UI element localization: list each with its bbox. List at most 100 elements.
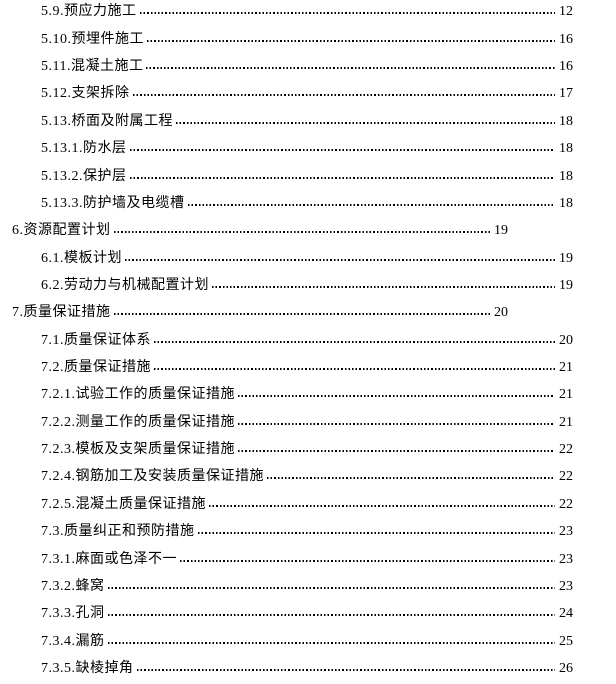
toc-entry[interactable]: 5.10.预埋件施工 16 (41, 28, 573, 55)
toc-entry[interactable]: 5.9.预应力施工 12 (41, 1, 573, 28)
toc-entry-label: 5.11.混凝土施工 (41, 59, 144, 75)
toc-entry-page: 22 (559, 496, 573, 512)
toc-entry[interactable]: 6.1.模板计划 19 (41, 247, 573, 274)
dot-leader (212, 285, 555, 288)
toc-entry-label: 7.2.1.试验工作的质量保证措施 (41, 387, 235, 403)
toc-entry[interactable]: 5.11.混凝土施工 16 (41, 56, 573, 83)
dot-leader (107, 641, 555, 644)
toc-entry[interactable]: 7.3.4.漏筋 25 (41, 630, 573, 657)
toc-entry-label: 7.3.1.麻面或色泽不一 (41, 551, 177, 567)
toc-entry-page: 12 (559, 4, 573, 20)
toc-entry-label: 7.3.4.漏筋 (41, 633, 105, 649)
toc-entry-page: 16 (559, 59, 573, 75)
toc-entry-label: 6.1.模板计划 (41, 250, 122, 266)
dot-leader (113, 231, 490, 234)
toc-entry[interactable]: 5.12.支架拆除 17 (41, 83, 573, 110)
toc-entry[interactable]: 7.2.1.试验工作的质量保证措施 21 (41, 384, 573, 411)
toc-entry-label: 7.2.5.混凝土质量保证措施 (41, 496, 206, 512)
toc-entry-label: 5.10.预埋件施工 (41, 31, 144, 47)
toc-entry[interactable]: 7.1.质量保证体系 20 (41, 329, 573, 356)
toc-entry-page: 21 (559, 360, 573, 376)
toc-entry-page: 26 (559, 660, 573, 676)
toc-entry[interactable]: 7.3.1.麻面或色泽不一 23 (41, 548, 573, 575)
toc-entry-label: 6.资源配置计划 (12, 223, 111, 239)
dot-leader (129, 149, 555, 152)
toc-entry-page: 24 (559, 606, 573, 622)
toc-entry[interactable]: 7.3.2.蜂窝 23 (41, 576, 573, 603)
dot-leader (154, 340, 555, 343)
toc-entry-label: 7.质量保证措施 (12, 305, 111, 321)
dot-leader (113, 313, 490, 316)
toc-entry-label: 5.13.1.防水层 (41, 141, 127, 157)
toc-entry-label: 5.13.桥面及附属工程 (41, 113, 173, 129)
toc-entry[interactable]: 7.质量保证措施 20 (12, 302, 508, 329)
dot-leader (176, 121, 555, 124)
toc-entry-page: 16 (559, 31, 573, 47)
toc-entry-label: 7.2.质量保证措施 (41, 360, 151, 376)
toc-entry-page: 17 (559, 86, 573, 102)
dot-leader (107, 586, 555, 589)
toc-entry[interactable]: 6.资源配置计划 19 (12, 220, 508, 247)
dot-leader (209, 504, 555, 507)
dot-leader (187, 203, 555, 206)
toc-entry-page: 19 (559, 250, 573, 266)
toc-entry-page: 23 (559, 524, 573, 540)
toc-entry[interactable]: 7.2.2.测量工作的质量保证措施 21 (41, 411, 573, 438)
toc-entry[interactable]: 5.13.1.防水层 18 (41, 138, 573, 165)
toc-entry-label: 7.2.4.钢筋加工及安装质量保证措施 (41, 469, 264, 485)
toc-entry-page: 22 (559, 442, 573, 458)
toc-entry[interactable]: 7.2.5.混凝土质量保证措施 22 (41, 493, 573, 520)
toc-entry-label: 5.13.2.保护层 (41, 168, 127, 184)
toc-entry[interactable]: 7.2.质量保证措施 21 (41, 357, 573, 384)
toc-entry-page: 21 (559, 387, 573, 403)
dot-leader (154, 368, 555, 371)
toc-entry-label: 7.3.质量纠正和预防措施 (41, 524, 195, 540)
toc-entry-page: 20 (494, 305, 508, 321)
toc-entry-page: 25 (559, 633, 573, 649)
dot-leader (139, 12, 555, 15)
dot-leader (197, 532, 555, 535)
toc-entry-label: 7.2.3.模板及支架质量保证措施 (41, 442, 235, 458)
toc-entry-page: 18 (559, 168, 573, 184)
dot-leader (238, 395, 555, 398)
toc-entry-label: 5.13.3.防护墙及电缆槽 (41, 195, 185, 211)
dot-leader (147, 39, 555, 42)
dot-leader (129, 176, 555, 179)
toc-entry-page: 18 (559, 141, 573, 157)
toc-entry[interactable]: 5.13.3.防护墙及电缆槽 18 (41, 193, 573, 220)
toc-entry[interactable]: 7.3.质量纠正和预防措施 23 (41, 521, 573, 548)
toc-entry-page: 18 (559, 195, 573, 211)
dot-leader (238, 422, 555, 425)
toc-entry[interactable]: 5.13.桥面及附属工程 18 (41, 110, 573, 137)
toc-entry[interactable]: 5.13.2.保护层 18 (41, 165, 573, 192)
toc-entry-label: 7.3.3.孔洞 (41, 606, 105, 622)
toc-entry-page: 20 (559, 332, 573, 348)
dot-leader (180, 559, 555, 562)
toc-entry-page: 18 (559, 113, 573, 129)
toc-entry-page: 23 (559, 551, 573, 567)
toc-entry-label: 7.2.2.测量工作的质量保证措施 (41, 414, 235, 430)
toc-entry[interactable]: 7.2.4.钢筋加工及安装质量保证措施 22 (41, 466, 573, 493)
toc-entry-label: 5.9.预应力施工 (41, 4, 137, 20)
toc-entry-label: 7.1.质量保证体系 (41, 332, 151, 348)
toc-entry-page: 19 (559, 277, 573, 293)
dot-leader (107, 614, 555, 617)
toc-entry[interactable]: 6.2.劳动力与机械配置计划 19 (41, 275, 573, 302)
toc-entry-page: 22 (559, 469, 573, 485)
toc-entry-page: 23 (559, 578, 573, 594)
dot-leader (136, 668, 555, 671)
dot-leader (146, 67, 555, 70)
toc-entry[interactable]: 7.3.3.孔洞 24 (41, 603, 573, 630)
toc-entry-label: 5.12.支架拆除 (41, 86, 130, 102)
dot-leader (267, 477, 555, 480)
toc-entry[interactable]: 7.3.5.缺棱掉角 26 (41, 658, 573, 684)
toc-entry-page: 19 (494, 223, 508, 239)
toc-entry-label: 7.3.5.缺棱掉角 (41, 660, 134, 676)
toc-entry[interactable]: 7.2.3.模板及支架质量保证措施 22 (41, 439, 573, 466)
dot-leader (238, 450, 555, 453)
toc-entry-label: 7.3.2.蜂窝 (41, 578, 105, 594)
dot-leader (132, 94, 555, 97)
dot-leader (125, 258, 555, 261)
